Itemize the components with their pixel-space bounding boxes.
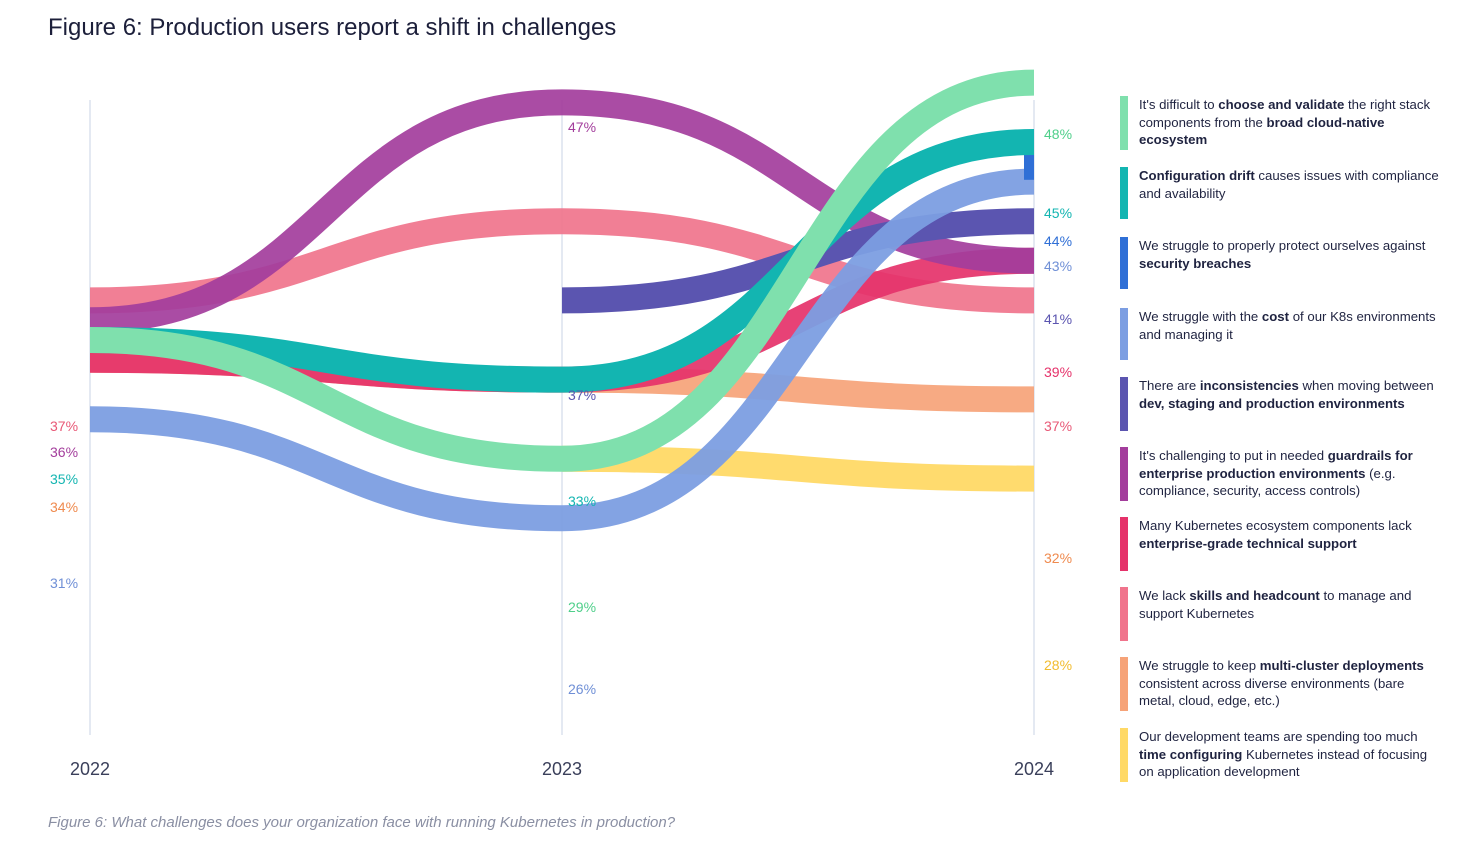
legend-label: We struggle with the cost of our K8s env… — [1139, 309, 1436, 342]
legend-item: It's difficult to choose and validate th… — [1120, 96, 1450, 150]
legend-swatch — [1120, 517, 1128, 571]
data-label: 37% — [1044, 418, 1072, 434]
legend-label: We struggle to properly protect ourselve… — [1139, 238, 1426, 271]
data-label: 36% — [50, 444, 78, 460]
page-title: Figure 6: Production users report a shif… — [48, 14, 617, 41]
data-label: 29% — [568, 599, 596, 615]
figure-caption: Figure 6: What challenges does your orga… — [48, 814, 676, 831]
data-label: 32% — [1044, 550, 1072, 566]
legend-label: We lack skills and headcount to manage a… — [1139, 588, 1412, 621]
x-tick-label: 2024 — [1014, 759, 1054, 779]
data-label: 48% — [1044, 126, 1072, 142]
series-ribbon — [89, 69, 1035, 472]
legend-swatch — [1120, 167, 1128, 219]
legend-swatch — [1120, 377, 1128, 431]
data-label: 39% — [1044, 364, 1072, 380]
chart-value-labels: 29% 48% 35% 33% 45% 44% 31% 26% 43% 37% 41% 36% 47% 3… — [50, 119, 1072, 697]
legend-item: Our development teams are spending too m… — [1120, 728, 1450, 782]
legend-swatch — [1120, 96, 1128, 150]
legend-swatch — [1120, 237, 1128, 289]
x-tick-label: 2023 — [542, 759, 582, 779]
x-tick-label: 2022 — [70, 759, 110, 779]
legend-item: Many Kubernetes ecosystem components lac… — [1120, 517, 1450, 571]
legend-swatch — [1120, 447, 1128, 501]
data-label: 31% — [50, 575, 78, 591]
data-label: 37% — [50, 418, 78, 434]
series-ribbon — [561, 445, 1035, 492]
legend-swatch — [1120, 728, 1128, 782]
legend-label: It's difficult to choose and validate th… — [1139, 97, 1431, 147]
data-label: 41% — [1044, 311, 1072, 327]
legend-item: We struggle to properly protect ourselve… — [1120, 237, 1450, 289]
data-label: 37% — [568, 387, 596, 403]
legend-swatch — [1120, 308, 1128, 360]
data-label: 33% — [568, 493, 596, 509]
legend-item: Configuration drift causes issues with c… — [1120, 167, 1450, 219]
data-label: 44% — [1044, 233, 1072, 249]
legend-label: Configuration drift causes issues with c… — [1139, 168, 1439, 201]
data-label: 43% — [1044, 258, 1072, 274]
legend-label: There are inconsistencies when moving be… — [1139, 378, 1434, 411]
legend-label: Many Kubernetes ecosystem components lac… — [1139, 518, 1412, 551]
series-marker — [1024, 143, 1034, 180]
data-label: 28% — [1044, 657, 1072, 673]
legend-label: It's challenging to put in needed guardr… — [1139, 448, 1413, 498]
chart-ribbons — [89, 69, 1035, 532]
data-label: 26% — [568, 681, 596, 697]
legend-swatch — [1120, 587, 1128, 641]
series-ribbon — [89, 129, 1035, 393]
legend-label: Our development teams are spending too m… — [1139, 729, 1428, 779]
legend-item: We struggle with the cost of our K8s env… — [1120, 308, 1450, 360]
legend-swatch — [1120, 657, 1128, 711]
data-label: 34% — [50, 499, 78, 515]
legend-item: There are inconsistencies when moving be… — [1120, 377, 1450, 431]
series-ribbon — [89, 89, 1035, 334]
data-label: 45% — [1044, 205, 1072, 221]
data-label: 35% — [50, 471, 78, 487]
legend-item: We struggle to keep multi-cluster deploy… — [1120, 657, 1450, 711]
chart-x-axis: 2022 2023 2024 — [70, 759, 1054, 779]
legend-item: It's challenging to put in needed guardr… — [1120, 447, 1450, 501]
series-ribbon — [89, 168, 1035, 532]
legend-label: We struggle to keep multi-cluster deploy… — [1139, 658, 1424, 708]
data-label: 47% — [568, 119, 596, 135]
chart-plot: 29% 48% 35% 33% 45% 44% 31% 26% 43% 37% 41% 36% 47% 3… — [50, 69, 1072, 779]
legend-item: We lack skills and headcount to manage a… — [1120, 587, 1450, 641]
